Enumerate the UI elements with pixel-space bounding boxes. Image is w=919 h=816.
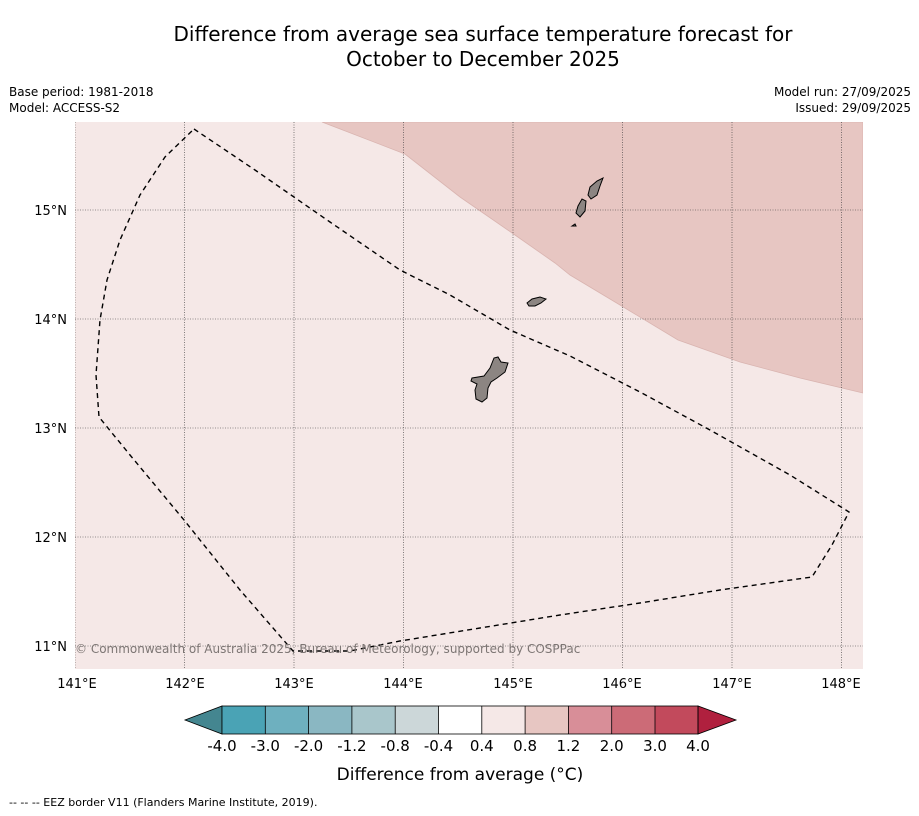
colorbar-outline	[221, 705, 699, 735]
colorbar-tick-1: -3.0	[251, 737, 280, 755]
lat-label-14: 14°N	[34, 313, 67, 328]
lon-labels: 141°E 142°E 143°E 144°E 145°E 146°E 147°…	[57, 677, 861, 692]
model-text: Model: ACCESS-S2	[9, 101, 121, 115]
lon-label-147: 147°E	[712, 677, 752, 692]
colorbar: -4.0 -3.0 -2.0 -1.2 -0.8 -0.4 0.4 0.8 1.…	[183, 705, 738, 785]
colorbar-swatch-0	[222, 706, 266, 734]
copyright-text: © Commonwealth of Australia 2025, Bureau…	[75, 642, 580, 656]
eez-legend: -- -- -- EEZ border V11 (Flanders Marine…	[9, 796, 318, 809]
colorbar-tick-9: 2.0	[600, 737, 624, 755]
colorbar-tick-7: 0.8	[513, 737, 537, 755]
lon-label-142: 142°E	[165, 677, 205, 692]
colorbar-swatch-2	[308, 706, 352, 734]
eez-border	[95, 128, 850, 652]
colorbar-swatch-9	[611, 706, 655, 734]
model-run-text: Model run: 27/09/2025	[773, 85, 911, 99]
title-line-2: October to December 2025	[346, 47, 620, 71]
colorbar-tick-4: -0.8	[381, 737, 410, 755]
issued-text: Issued: 29/09/2025	[795, 101, 911, 115]
colorbar-tick-8: 1.2	[556, 737, 580, 755]
aguijan-islet	[570, 223, 577, 227]
colorbar-swatch-1	[265, 706, 309, 734]
colorbar-over-arrow	[697, 705, 738, 735]
lon-label-141: 141°E	[57, 677, 97, 692]
tinian-island	[575, 198, 587, 218]
colorbar-swatch-5	[438, 706, 482, 734]
lat-label-11: 11°N	[34, 640, 67, 655]
colorbar-swatch-3	[351, 706, 396, 734]
colorbar-swatch-10	[655, 706, 698, 734]
colorbar-swatch-7	[525, 706, 569, 734]
rota-island	[526, 296, 548, 307]
colorbar-tick-0: -4.0	[207, 737, 236, 755]
lat-label-12: 12°N	[34, 531, 67, 546]
lat-label-15: 15°N	[34, 204, 67, 219]
anomaly-band-high	[321, 122, 863, 394]
colorbar-tick-11: 4.0	[686, 737, 710, 755]
colorbar-swatch-4	[395, 706, 439, 734]
colorbar-tick-2: -2.0	[294, 737, 323, 755]
colorbar-under-arrow	[183, 705, 223, 735]
colorbar-swatch-8	[568, 706, 612, 734]
lon-label-146: 146°E	[602, 677, 642, 692]
graticule	[75, 122, 863, 669]
guam-island	[470, 356, 509, 403]
map-panel: © Commonwealth of Australia 2025, Bureau…	[75, 122, 863, 669]
colorbar-label: Difference from average (°C)	[337, 765, 584, 785]
lon-label-144: 144°E	[383, 677, 423, 692]
lon-label-145: 145°E	[493, 677, 533, 692]
lat-label-13: 13°N	[34, 422, 67, 437]
title-line-1: Difference from average sea surface temp…	[173, 22, 793, 46]
chart-title: Difference from average sea surface temp…	[0, 22, 919, 72]
colorbar-tick-5: -0.4	[424, 737, 453, 755]
lat-labels: 11°N 12°N 13°N 14°N 15°N	[34, 204, 67, 655]
colorbar-tick-3: -1.2	[337, 737, 366, 755]
saipan-island	[587, 176, 604, 200]
islands	[470, 176, 604, 403]
colorbar-swatch-6	[481, 706, 526, 734]
colorbar-tick-10: 3.0	[643, 737, 667, 755]
lon-label-143: 143°E	[274, 677, 314, 692]
meta-left: Base period: 1981-2018 Model: ACCESS-S2	[9, 84, 154, 116]
lon-label-148: 148°E	[821, 677, 861, 692]
colorbar-tick-6: 0.4	[470, 737, 494, 755]
base-period-text: Base period: 1981-2018	[9, 85, 154, 99]
meta-right: Model run: 27/09/2025 Issued: 29/09/2025	[774, 84, 911, 116]
